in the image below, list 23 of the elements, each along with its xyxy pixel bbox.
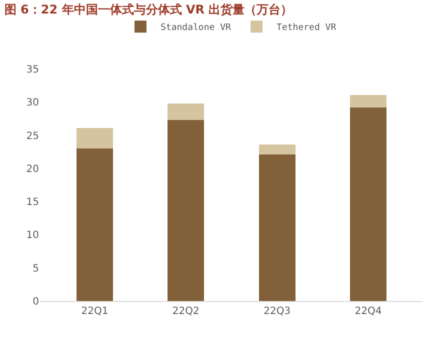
y-tick-label: 0 (32, 296, 39, 308)
bar (168, 103, 204, 120)
bar (258, 154, 296, 301)
y-tick-label: 20 (26, 164, 39, 175)
y-tick-label: 10 (26, 230, 39, 242)
legend-label: Tethered VR (276, 23, 337, 34)
x-tick-label: 22Q3 (264, 306, 291, 317)
x-tick-label: 22Q4 (354, 306, 382, 317)
legend-label: Standalone VR (160, 23, 232, 34)
bar (168, 120, 204, 301)
bar (76, 148, 113, 301)
y-tick-label: 25 (26, 130, 39, 142)
y-tick-label: 30 (26, 98, 39, 109)
y-tick-label: 35 (26, 64, 39, 76)
x-tick-label: 22Q2 (172, 306, 200, 317)
bar (350, 107, 387, 301)
bar (76, 128, 113, 149)
y-tick-label: 5 (32, 263, 39, 274)
chart-title: 图 6：22 年中国一体式与分体式 VR 出货量（万台） (4, 2, 293, 17)
bar (258, 144, 296, 155)
bar (350, 94, 387, 108)
x-tick-label: 22Q1 (81, 306, 108, 317)
y-tick-label: 15 (26, 197, 39, 208)
